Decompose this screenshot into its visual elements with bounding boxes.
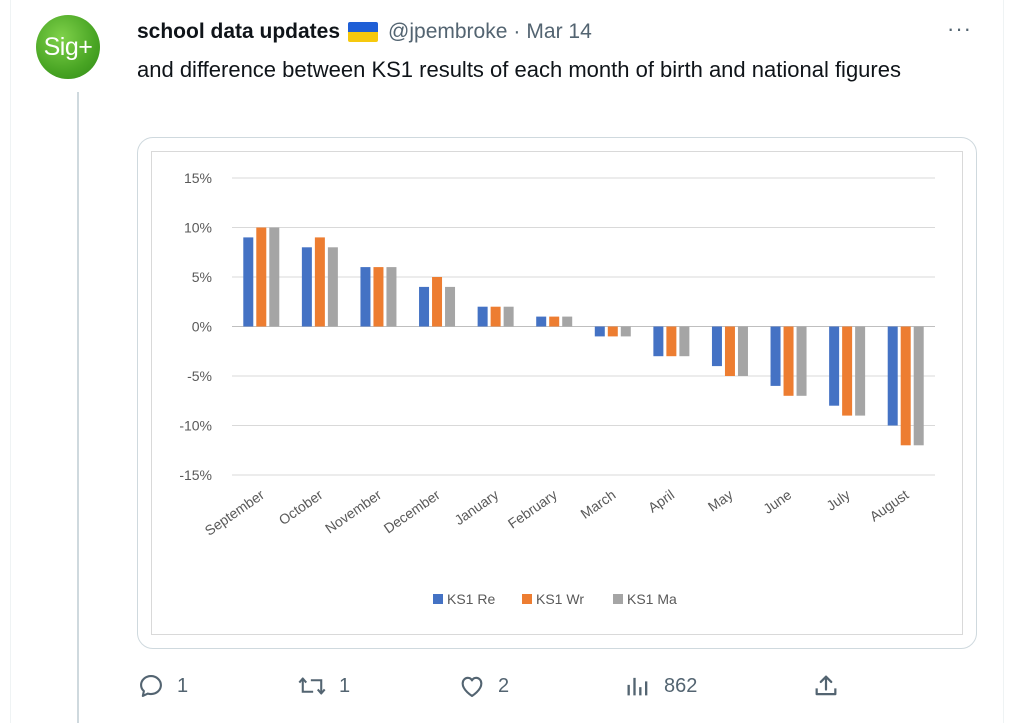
- bar: [620, 326, 631, 337]
- legend-label: KS1 Wr: [536, 591, 584, 607]
- y-tick-label: -15%: [179, 467, 212, 483]
- tweet-header: school data updates @jpembroke · Mar 14: [137, 17, 592, 47]
- gridlines: [232, 177, 935, 476]
- bar: [314, 237, 325, 327]
- avatar[interactable]: Sig+: [36, 15, 100, 79]
- share-icon: [815, 675, 837, 696]
- bar-chart: 15% 10% 5% 0% -5% -10% -15% September OctoberNo…: [179, 170, 935, 607]
- retweet-icon: [298, 677, 326, 695]
- x-tick-label: August: [867, 486, 912, 524]
- x-tick-label: February: [505, 486, 560, 531]
- bar: [243, 237, 254, 327]
- bar: [536, 316, 547, 327]
- bar: [445, 286, 456, 327]
- bars: [243, 227, 924, 446]
- bar: [301, 247, 312, 327]
- y-tick-label: -10%: [179, 418, 212, 434]
- bar: [887, 326, 898, 426]
- x-tick-label: December: [381, 486, 443, 536]
- view-count: 862: [664, 674, 698, 697]
- x-tick-label: September: [202, 486, 268, 539]
- bar: [256, 227, 267, 327]
- ukraine-flag-icon: [348, 22, 379, 42]
- display-name[interactable]: school data updates: [137, 20, 341, 43]
- views-button[interactable]: 862: [624, 672, 697, 700]
- card-border-left: [10, 0, 11, 723]
- chart-frame: 15% 10% 5% 0% -5% -10% -15% September October No…: [151, 151, 963, 635]
- like-button[interactable]: 2: [458, 672, 509, 700]
- x-tick-label: April: [645, 486, 677, 515]
- bar: [432, 277, 443, 327]
- reply-count: 1: [177, 674, 189, 697]
- bar: [724, 326, 735, 376]
- like-count: 2: [498, 674, 510, 697]
- bar: [913, 326, 924, 446]
- bar: [549, 316, 560, 327]
- x-tick-label: November: [322, 486, 384, 536]
- x-tick-label: July: [823, 486, 853, 513]
- bar: [711, 326, 722, 367]
- heart-icon: [461, 676, 483, 697]
- bar: [829, 326, 840, 406]
- analytics-icon: [627, 677, 648, 696]
- thread-line: [77, 92, 79, 723]
- bar: [737, 326, 748, 376]
- bar: [360, 267, 371, 327]
- reply-button[interactable]: 1: [137, 672, 188, 700]
- user-handle[interactable]: @jpembroke: [388, 20, 508, 43]
- bar: [666, 326, 677, 357]
- tweet-date[interactable]: Mar 14: [526, 20, 592, 43]
- action-bar: 1 1 2 862: [0, 672, 1023, 702]
- legend-swatch: [613, 594, 623, 604]
- legend-swatch: [522, 594, 532, 604]
- retweet-count: 1: [339, 674, 351, 697]
- bar: [783, 326, 794, 396]
- x-tick-label: October: [276, 486, 326, 528]
- bar: [477, 306, 488, 327]
- legend-label: KS1 Ma: [627, 591, 677, 607]
- bar: [503, 306, 514, 327]
- bar: [679, 326, 690, 357]
- more-icon: ···: [947, 16, 972, 41]
- bar: [900, 326, 911, 446]
- separator-dot: ·: [513, 20, 521, 43]
- x-tick-label: March: [577, 486, 618, 521]
- card-border-right: [1003, 0, 1004, 723]
- bar: [796, 326, 807, 396]
- bar: [269, 227, 280, 327]
- bar: [855, 326, 866, 416]
- y-tick-labels: 15% 10% 5% 0% -5% -10% -15%: [179, 170, 212, 483]
- more-options-button[interactable]: ···: [947, 16, 972, 42]
- bar: [842, 326, 853, 416]
- avatar-text: Sig+: [43, 32, 93, 61]
- reply-icon: [140, 675, 162, 697]
- x-tick-label: June: [760, 486, 794, 517]
- share-button[interactable]: [812, 672, 840, 700]
- y-tick-label: 15%: [184, 170, 212, 186]
- bar: [386, 267, 397, 327]
- tweet-text: and difference between KS1 results of ea…: [137, 57, 901, 82]
- bar: [562, 316, 573, 327]
- y-tick-label: 0%: [192, 319, 212, 335]
- tweet-media-image[interactable]: 15% 10% 5% 0% -5% -10% -15% September October No…: [137, 137, 977, 649]
- bar: [653, 326, 664, 357]
- y-tick-label: -5%: [187, 368, 212, 384]
- legend-label: KS1 Re: [447, 591, 495, 607]
- legend: KS1 Re KS1 Wr KS1 Ma: [433, 591, 677, 607]
- bar: [419, 286, 430, 327]
- bar: [594, 326, 605, 337]
- y-tick-label: 5%: [192, 269, 212, 285]
- legend-swatch: [433, 594, 443, 604]
- x-tick-label: January: [451, 486, 501, 528]
- x-tick-label: May: [705, 486, 736, 514]
- retweet-button[interactable]: 1: [297, 672, 350, 700]
- bar: [770, 326, 781, 386]
- bar: [327, 247, 338, 327]
- bar: [490, 306, 501, 327]
- bar: [607, 326, 618, 337]
- y-tick-label: 10%: [184, 220, 212, 236]
- bar: [373, 267, 384, 327]
